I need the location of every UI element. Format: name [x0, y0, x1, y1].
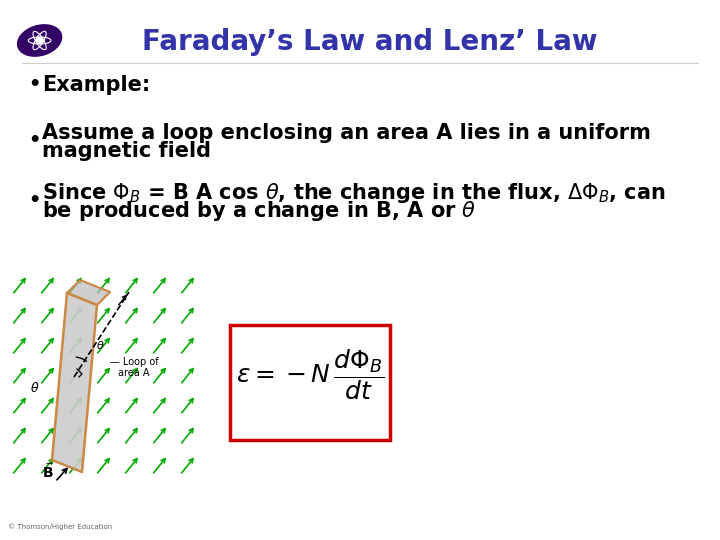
Polygon shape	[52, 293, 97, 472]
Text: magnetic field: magnetic field	[42, 141, 211, 161]
Text: — Loop of: — Loop of	[110, 357, 158, 367]
Text: © Thomson/Higher Education: © Thomson/Higher Education	[8, 523, 112, 530]
Text: area A: area A	[118, 368, 150, 378]
Bar	[230, 325, 390, 440]
Text: Example:: Example:	[42, 75, 150, 95]
Text: $\theta$: $\theta$	[30, 381, 40, 395]
Text: •: •	[28, 76, 40, 94]
Text: Since $\Phi_B$ = B A cos $\theta$, the change in the flux, $\Delta\Phi_B$, can: Since $\Phi_B$ = B A cos $\theta$, the c…	[42, 181, 666, 205]
Text: Faraday’s Law and Lenz’ Law: Faraday’s Law and Lenz’ Law	[143, 28, 598, 56]
Circle shape	[37, 37, 43, 44]
Text: $\varepsilon = -N\,\dfrac{d\Phi_B}{dt}$: $\varepsilon = -N\,\dfrac{d\Phi_B}{dt}$	[236, 348, 384, 402]
Text: $\theta$: $\theta$	[96, 339, 104, 351]
Text: Assume a loop enclosing an area A lies in a uniform: Assume a loop enclosing an area A lies i…	[42, 123, 651, 143]
Text: $\vec{\mathbf{B}}$: $\vec{\mathbf{B}}$	[42, 462, 54, 481]
Text: •: •	[28, 191, 40, 210]
Text: •: •	[28, 131, 40, 150]
Ellipse shape	[17, 25, 62, 56]
Text: be produced by a change in B, A or $\theta$: be produced by a change in B, A or $\the…	[42, 199, 477, 223]
Polygon shape	[67, 280, 110, 305]
